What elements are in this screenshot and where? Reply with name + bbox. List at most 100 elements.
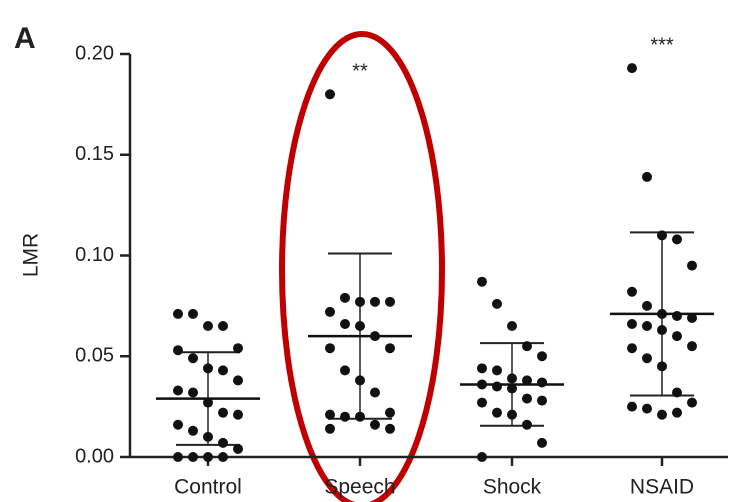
data-point xyxy=(218,452,228,462)
y-tick-label: 0.05 xyxy=(75,345,114,367)
data-point xyxy=(657,308,667,319)
data-point xyxy=(627,319,637,330)
data-point xyxy=(173,308,183,319)
data-point xyxy=(233,343,243,354)
data-point xyxy=(687,312,697,323)
data-point xyxy=(385,423,395,434)
data-point xyxy=(203,397,213,408)
data-point xyxy=(355,375,365,386)
y-tick-label: 0.10 xyxy=(75,244,114,266)
data-point xyxy=(173,385,183,396)
data-point xyxy=(477,276,487,287)
data-point xyxy=(385,296,395,307)
data-point xyxy=(188,353,198,364)
data-point xyxy=(477,452,487,462)
highlight-ellipse xyxy=(279,31,445,502)
data-point xyxy=(355,296,365,307)
data-point xyxy=(687,260,697,271)
data-point xyxy=(188,425,198,436)
data-point xyxy=(218,365,228,376)
data-point xyxy=(657,325,667,336)
data-point xyxy=(173,345,183,356)
data-point xyxy=(325,306,335,317)
panel-label: A xyxy=(14,22,36,55)
data-point xyxy=(657,409,667,420)
x-tick-label: Shock xyxy=(483,476,542,499)
data-point xyxy=(537,351,547,362)
data-point xyxy=(340,319,350,330)
data-point xyxy=(642,321,652,332)
y-tick-label: 0.00 xyxy=(75,445,114,467)
data-point xyxy=(507,409,517,420)
data-point xyxy=(522,375,532,386)
data-point xyxy=(477,397,487,408)
data-point xyxy=(385,407,395,418)
data-point xyxy=(537,395,547,406)
data-point xyxy=(218,407,228,418)
data-point xyxy=(385,343,395,354)
data-point xyxy=(492,365,502,376)
data-point xyxy=(627,343,637,354)
data-point xyxy=(672,310,682,321)
data-point xyxy=(522,341,532,352)
data-point xyxy=(507,383,517,394)
data-point xyxy=(340,365,350,376)
data-point xyxy=(188,387,198,398)
data-point xyxy=(173,419,183,430)
y-axis-label: LMR xyxy=(20,233,43,277)
data-point xyxy=(188,308,198,319)
data-point xyxy=(325,89,335,100)
data-point xyxy=(672,387,682,398)
data-point xyxy=(370,296,380,307)
x-tick-label: NSAID xyxy=(630,476,694,499)
data-point xyxy=(627,286,637,297)
data-point xyxy=(325,343,335,354)
data-point xyxy=(233,409,243,420)
data-point xyxy=(522,419,532,430)
data-point xyxy=(370,331,380,342)
data-point xyxy=(188,452,198,462)
data-point xyxy=(203,452,213,462)
data-point xyxy=(340,411,350,422)
data-point xyxy=(325,423,335,434)
data-point xyxy=(687,341,697,352)
x-tick-label: Speech xyxy=(324,476,395,499)
data-point xyxy=(233,375,243,386)
data-point xyxy=(492,298,502,309)
y-tick-label: 0.20 xyxy=(75,42,114,64)
data-point xyxy=(687,397,697,408)
data-point xyxy=(657,230,667,241)
data-point xyxy=(672,234,682,245)
data-point xyxy=(325,409,335,420)
data-point xyxy=(355,321,365,332)
data-point xyxy=(642,171,652,182)
data-point xyxy=(203,321,213,332)
data-point xyxy=(642,403,652,414)
data-point xyxy=(672,407,682,418)
data-point xyxy=(203,431,213,442)
data-point xyxy=(522,393,532,404)
data-point xyxy=(627,401,637,412)
data-point xyxy=(507,321,517,332)
data-point xyxy=(233,443,243,454)
data-point xyxy=(370,387,380,398)
data-point xyxy=(218,321,228,332)
data-point xyxy=(657,361,667,372)
data-point xyxy=(370,419,380,430)
data-point xyxy=(537,377,547,388)
data-point xyxy=(672,331,682,342)
data-point xyxy=(507,373,517,384)
data-point xyxy=(477,379,487,390)
data-point xyxy=(642,353,652,364)
data-point xyxy=(642,300,652,311)
data-point xyxy=(477,363,487,374)
data-point xyxy=(218,437,228,448)
significance-label: *** xyxy=(650,34,674,56)
data-point xyxy=(355,411,365,422)
y-tick-label: 0.15 xyxy=(75,143,114,165)
data-point xyxy=(492,407,502,418)
data-point xyxy=(173,452,183,462)
data-point xyxy=(340,292,350,303)
